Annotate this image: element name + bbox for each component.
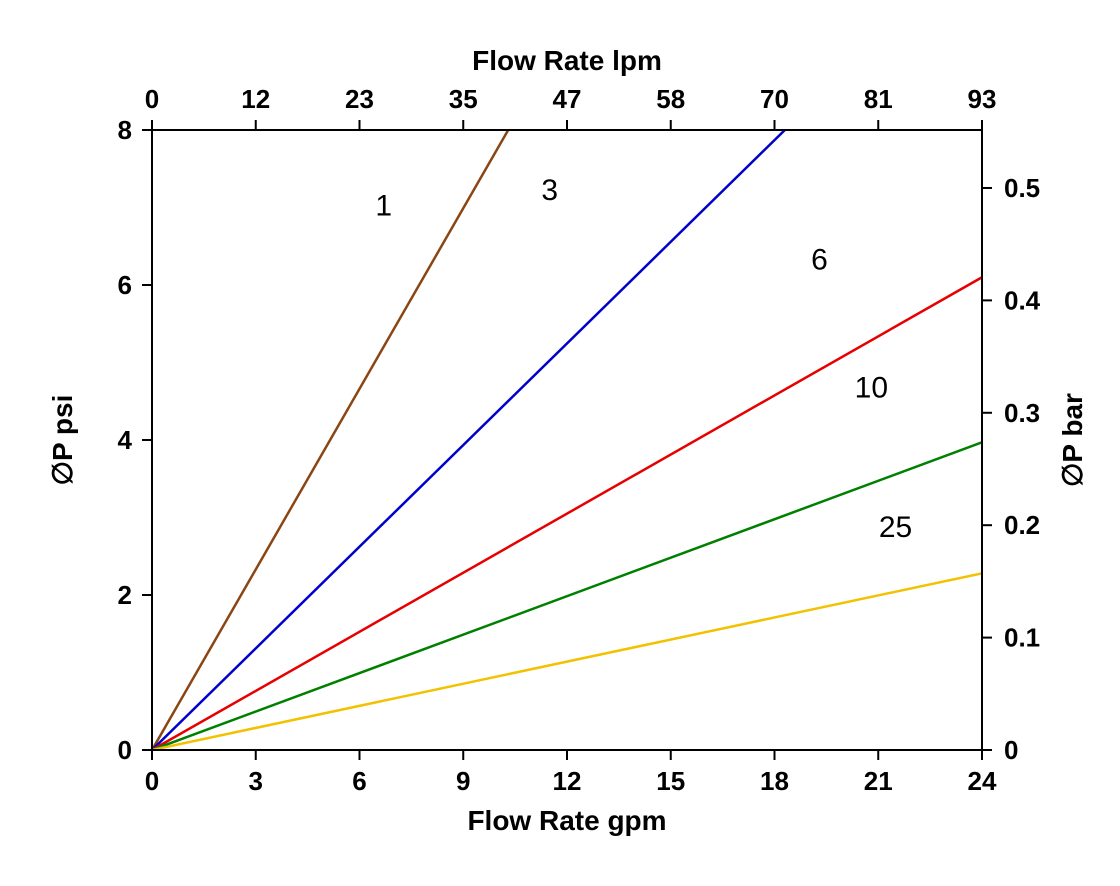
x-top-tick-label: 93 xyxy=(968,84,997,114)
y-right-tick-label: 0.5 xyxy=(1004,173,1040,203)
y-right-tick-label: 0.2 xyxy=(1004,510,1040,540)
y-right-tick-label: 0.4 xyxy=(1004,285,1041,315)
y-right-tick-label: 0.3 xyxy=(1004,398,1040,428)
x-top-tick-label: 58 xyxy=(656,84,685,114)
series-label-6: 6 xyxy=(811,244,828,277)
pressure-flow-chart: 03691215182124Flow Rate gpm0122335475870… xyxy=(0,0,1120,886)
y-left-tick-label: 2 xyxy=(118,580,132,610)
x-top-axis-title: Flow Rate lpm xyxy=(472,45,662,76)
x-bottom-tick-label: 21 xyxy=(864,766,893,796)
x-bottom-tick-label: 18 xyxy=(760,766,789,796)
y-right-axis-title: ∅P bar xyxy=(1057,393,1088,487)
x-bottom-axis-title: Flow Rate gpm xyxy=(467,805,666,836)
x-top-tick-label: 23 xyxy=(345,84,374,114)
x-bottom-tick-label: 24 xyxy=(968,766,997,796)
x-top-tick-label: 47 xyxy=(553,84,582,114)
x-bottom-tick-label: 15 xyxy=(656,766,685,796)
y-right-tick-label: 0.1 xyxy=(1004,623,1040,653)
x-top-tick-label: 35 xyxy=(449,84,478,114)
x-bottom-tick-label: 12 xyxy=(553,766,582,796)
x-top-tick-label: 12 xyxy=(241,84,270,114)
x-bottom-tick-label: 0 xyxy=(145,766,159,796)
y-right-tick-label: 0 xyxy=(1004,735,1018,765)
series-label-25: 25 xyxy=(879,511,912,544)
y-left-tick-label: 0 xyxy=(118,735,132,765)
x-top-tick-label: 81 xyxy=(864,84,893,114)
x-bottom-tick-label: 9 xyxy=(456,766,470,796)
series-label-10: 10 xyxy=(855,371,888,404)
y-left-axis-title: ∅P psi xyxy=(47,395,78,486)
chart-canvas: 03691215182124Flow Rate gpm0122335475870… xyxy=(0,0,1120,886)
series-label-3: 3 xyxy=(541,174,558,207)
x-top-tick-label: 70 xyxy=(760,84,789,114)
x-bottom-tick-label: 3 xyxy=(249,766,263,796)
y-left-tick-label: 4 xyxy=(118,425,133,455)
x-bottom-tick-label: 6 xyxy=(352,766,366,796)
y-left-tick-label: 6 xyxy=(118,270,132,300)
x-top-tick-label: 0 xyxy=(145,84,159,114)
y-left-tick-label: 8 xyxy=(118,115,132,145)
series-label-1: 1 xyxy=(375,189,392,222)
